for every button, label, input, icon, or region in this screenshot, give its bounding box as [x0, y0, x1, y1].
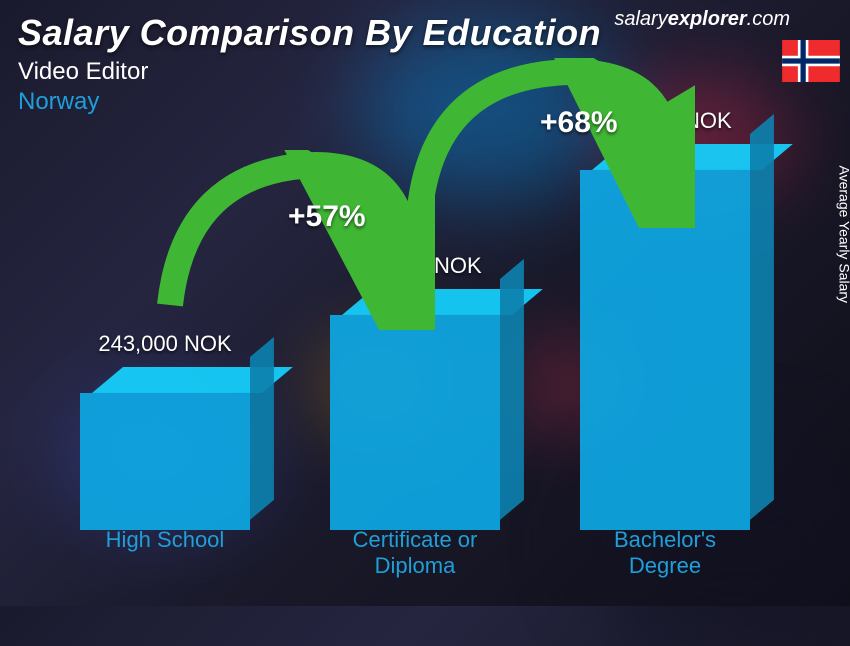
country-name: Norway: [18, 88, 832, 116]
job-title: Video Editor: [18, 58, 832, 86]
increase-pct-1: +57%: [288, 200, 366, 234]
header: Salary Comparison By Education Video Edi…: [18, 12, 832, 116]
category-label: Bachelor'sDegree: [553, 527, 778, 578]
bar-2: 640,000 NOK: [553, 108, 778, 530]
bar-0: 243,000 NOK: [53, 331, 278, 530]
bar-1: 382,000 NOK: [303, 253, 528, 530]
category-label: Certificate orDiploma: [303, 527, 528, 578]
salary-bar-chart: 243,000 NOK 382,000 NOK 640,000 NOK High S…: [40, 108, 790, 578]
y-axis-label: Average Yearly Salary: [836, 166, 850, 304]
bar-value-label: 382,000 NOK: [348, 253, 481, 279]
category-label: High School: [53, 527, 278, 578]
bar-value-label: 243,000 NOK: [98, 331, 231, 357]
page-title: Salary Comparison By Education: [18, 12, 832, 54]
